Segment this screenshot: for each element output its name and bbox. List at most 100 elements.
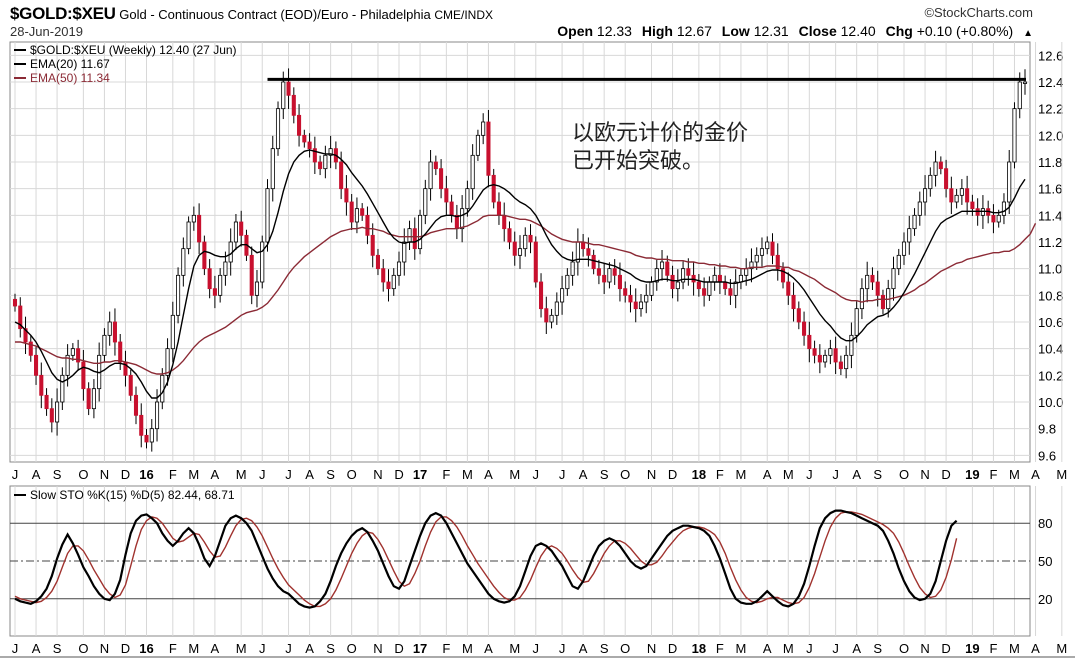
price-x-tick-label: S <box>326 467 335 482</box>
candle-up <box>854 308 859 336</box>
candle-down <box>318 161 323 170</box>
candle-down <box>297 114 302 136</box>
stochastic-d-line <box>14 511 958 608</box>
candle-down <box>717 274 722 283</box>
candle-down <box>312 148 317 163</box>
candle-up <box>554 301 559 316</box>
candle-down <box>302 134 307 143</box>
candle-up <box>260 241 265 283</box>
candle-down <box>633 301 638 310</box>
candle-down <box>34 354 39 376</box>
price-x-tick-label: A <box>763 467 772 482</box>
price-x-tick-label: S <box>53 467 62 482</box>
open-label: Open <box>557 23 594 39</box>
price-x-tick-label: D <box>121 467 130 482</box>
candle-up <box>223 261 228 276</box>
brand-label: ©StockCharts.com <box>924 5 1033 20</box>
price-y-tick-label: 11.0 <box>1038 262 1062 277</box>
price-x-tick-label: J <box>559 467 566 482</box>
candle-up <box>607 268 612 283</box>
candle-up <box>681 268 686 283</box>
candle-down <box>44 394 49 410</box>
price-x-tick-label: F <box>716 467 724 482</box>
candle-up <box>470 154 475 190</box>
price-x-tick-label: F <box>169 467 177 482</box>
price-x-tick-label: M <box>188 467 199 482</box>
candle-up <box>517 248 523 256</box>
stochastic-x-tick-label: N <box>647 641 656 656</box>
price-y-tick-label: 12.0 <box>1038 128 1063 143</box>
candle-up <box>102 334 107 356</box>
price-x-tick-label: 19 <box>965 467 979 482</box>
candle-up <box>859 288 864 310</box>
stochastic-x-tick-label: A <box>579 641 588 656</box>
candle-down <box>86 388 91 410</box>
stochastic-x-tick-label: M <box>509 641 520 656</box>
candle-down <box>623 288 628 296</box>
candle-up <box>765 241 770 250</box>
stochastic-x-tick-label: M <box>736 641 747 656</box>
price-x-tick-label: D <box>394 467 403 482</box>
price-legend-entry: EMA(50) 11.34 <box>30 71 110 85</box>
stochastic-x-tick-label: O <box>620 641 630 656</box>
candle-down <box>360 208 365 216</box>
candle-down <box>596 268 601 276</box>
price-x-tick-label: F <box>442 467 450 482</box>
candle-up <box>865 274 870 290</box>
candle-down <box>375 254 381 270</box>
annotation-line: 以欧元计价的金价 <box>572 120 748 145</box>
price-y-tick-label: 11.8 <box>1038 155 1062 170</box>
candle-up <box>1007 161 1012 203</box>
candle-down <box>528 234 533 243</box>
candle-up <box>560 288 565 303</box>
candle-up <box>959 188 964 196</box>
price-x-tick-label: A <box>484 467 493 482</box>
price-x-tick-label: 17 <box>413 467 427 482</box>
candle-up <box>165 348 170 376</box>
candle-up <box>712 274 717 283</box>
candle-up <box>649 281 654 296</box>
candle-down <box>118 341 123 363</box>
candle-down <box>365 214 370 236</box>
exchange: CME/INDX <box>434 8 493 22</box>
candle-down <box>775 254 780 270</box>
candle-down <box>139 414 144 436</box>
price-y-tick-label: 10.8 <box>1038 288 1063 303</box>
stochastic-x-tick-label: D <box>394 641 403 656</box>
price-x-tick-label: A <box>305 467 314 482</box>
candle-up <box>659 261 665 270</box>
candle-down <box>602 274 607 283</box>
candle-down <box>381 268 386 283</box>
chart-date: 28-Jun-2019 <box>10 24 83 39</box>
price-x-tick-label: O <box>78 467 88 482</box>
stochastic-x-tick-label: S <box>326 641 335 656</box>
candle-down <box>838 361 843 370</box>
candle-up <box>759 248 765 256</box>
open-value: 12.33 <box>596 23 632 39</box>
stochastic-x-tick-label: M <box>1056 641 1067 656</box>
candle-down <box>944 168 949 190</box>
candle-up <box>549 314 554 323</box>
candle-up <box>928 174 933 190</box>
candle-down <box>49 408 54 423</box>
candle-down <box>249 254 254 296</box>
chg-label: Chg <box>885 23 913 39</box>
stochastic-x-tick-label: J <box>806 641 813 656</box>
price-x-tick-label: A <box>211 467 220 482</box>
candle-down <box>491 174 496 203</box>
stochastic-x-tick-label: M <box>188 641 199 656</box>
stochastic-x-tick-label: F <box>989 641 997 656</box>
close-label: Close <box>798 23 837 39</box>
candle-up <box>891 268 896 290</box>
candle-up <box>1012 108 1017 163</box>
price-x-tick-label: M <box>509 467 520 482</box>
candle-down <box>965 188 970 203</box>
candle-up <box>923 188 928 203</box>
stochastic-x-tick-label: D <box>121 641 130 656</box>
stochastic-x-tick-label: N <box>920 641 929 656</box>
candle-down <box>833 348 838 363</box>
candle-up <box>828 348 833 356</box>
candle-down <box>591 254 596 270</box>
stochastic-k-line <box>14 509 958 609</box>
candle-down <box>133 394 139 416</box>
